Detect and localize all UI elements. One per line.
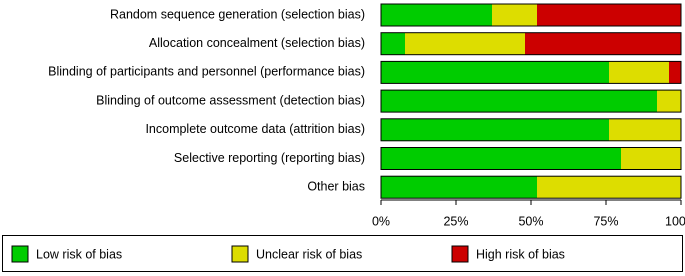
x-tick-label: 100% (665, 214, 685, 228)
legend-swatch (11, 245, 29, 263)
x-tick-label: 50% (518, 214, 543, 228)
bar-segment (537, 4, 681, 26)
bar-outline (380, 60, 682, 84)
bar-outline (380, 3, 682, 27)
bar-segment (381, 61, 609, 84)
category-label: Incomplete outcome data (attrition bias) (145, 122, 365, 136)
bar-segment (525, 32, 681, 55)
category-label: Random sequence generation (selection bi… (110, 7, 365, 21)
category-label: Other bias (307, 179, 365, 193)
x-tick-label: 0% (372, 214, 390, 228)
category-label: Selective reporting (reporting bias) (174, 151, 365, 165)
bar-segment (669, 61, 681, 84)
bar-segment (621, 147, 681, 170)
x-tick-label: 75% (593, 214, 618, 228)
bar-segment (492, 4, 537, 26)
bar-segment (537, 176, 681, 199)
bar-segment (657, 90, 681, 113)
bar-segment (381, 90, 657, 113)
bar-segment (405, 32, 525, 55)
bar-segment (381, 118, 609, 141)
bar-outline (380, 175, 682, 199)
category-label: Allocation concealment (selection bias) (149, 36, 365, 50)
bar-outline (380, 147, 682, 170)
bar-segment (381, 32, 405, 55)
bar-outline (380, 118, 682, 142)
category-label: Blinding of participants and personnel (… (48, 65, 365, 79)
legend-label: Low risk of bias (36, 247, 122, 261)
bar-outline (380, 32, 682, 56)
legend-label: Unclear risk of bias (256, 247, 362, 261)
bar-segment (609, 118, 681, 141)
legend-label: High risk of bias (476, 247, 565, 261)
bar-segment (381, 4, 492, 26)
bar-segment (609, 61, 669, 84)
bar-segment (381, 176, 537, 199)
legend-box (2, 235, 683, 272)
legend-swatch (451, 245, 469, 263)
bar-segment (381, 147, 621, 170)
x-tick-label: 25% (443, 214, 468, 228)
category-label: Blinding of outcome assessment (detectio… (96, 93, 365, 107)
bar-outline (380, 89, 682, 113)
legend-swatch (231, 245, 249, 263)
